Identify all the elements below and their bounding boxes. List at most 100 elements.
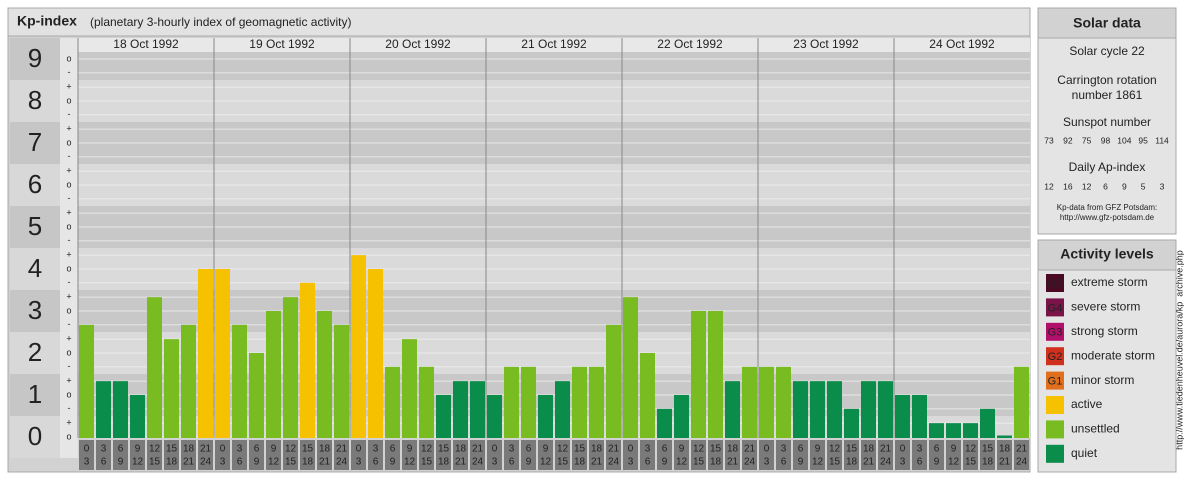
daily-value: 73 xyxy=(1044,135,1054,145)
daily-value: 98 xyxy=(1101,135,1111,145)
hour-start-label: 3 xyxy=(101,444,107,455)
watermark: http://www.tiedenheuvel.de/aurora/kp_arc… xyxy=(1174,250,1184,450)
bar xyxy=(1014,366,1029,438)
hour-box xyxy=(402,440,417,470)
hour-end-label: 6 xyxy=(237,457,243,468)
hour-box xyxy=(895,440,910,470)
day-label: 18 Oct 1992 xyxy=(113,37,179,51)
hour-box xyxy=(776,440,791,470)
hour-start-label: 12 xyxy=(557,444,569,455)
hour-start-label: 15 xyxy=(574,444,586,455)
hour-end-label: 6 xyxy=(509,457,515,468)
hour-start-label: 0 xyxy=(220,444,226,455)
hour-box xyxy=(1014,440,1029,470)
minor-tick-label: o xyxy=(66,53,71,63)
bar xyxy=(164,339,179,438)
hour-box xyxy=(793,440,808,470)
hour-end-label: 12 xyxy=(676,457,688,468)
legend-label: moderate storm xyxy=(1071,348,1155,362)
hour-end-label: 12 xyxy=(948,457,960,468)
bar xyxy=(674,395,689,438)
minor-tick-label: o xyxy=(66,221,71,231)
minor-tick-label: + xyxy=(66,292,71,302)
hour-box xyxy=(844,440,859,470)
bar xyxy=(827,381,842,438)
hour-end-label: 15 xyxy=(285,457,297,468)
legend-label: extreme storm xyxy=(1071,275,1148,289)
bar xyxy=(844,408,859,438)
hour-box xyxy=(453,440,468,470)
minor-tick-label: o xyxy=(66,95,71,105)
hour-box xyxy=(368,440,383,470)
hour-box xyxy=(657,440,672,470)
bar xyxy=(793,381,808,438)
hour-start-label: 15 xyxy=(846,444,858,455)
hour-end-label: 15 xyxy=(829,457,841,468)
hour-box xyxy=(351,440,366,470)
hour-end-label: 6 xyxy=(101,457,107,468)
legend-swatch xyxy=(1046,347,1064,366)
hour-box xyxy=(198,440,213,470)
hour-end-label: 18 xyxy=(302,457,314,468)
hour-start-label: 15 xyxy=(302,444,314,455)
hour-box xyxy=(317,440,332,470)
hour-box xyxy=(164,440,179,470)
hour-box xyxy=(623,440,638,470)
hour-box xyxy=(963,440,978,470)
grid-band xyxy=(78,416,1030,438)
hour-box xyxy=(419,440,434,470)
bar xyxy=(589,366,604,438)
hour-end-label: 6 xyxy=(781,457,787,468)
hour-start-label: 18 xyxy=(591,444,603,455)
hour-start-label: 18 xyxy=(999,444,1011,455)
hour-start-label: 12 xyxy=(693,444,705,455)
minor-tick-label: o xyxy=(66,389,71,399)
source-note: Kp-data from GFZ Potsdam: xyxy=(1057,203,1157,212)
digit-band xyxy=(10,206,60,248)
y-tick-label: 2 xyxy=(28,337,42,367)
legend-code: G5 xyxy=(1048,278,1063,290)
hour-box xyxy=(878,440,893,470)
day-label: 21 Oct 1992 xyxy=(521,37,587,51)
hour-box xyxy=(708,440,723,470)
bar xyxy=(283,297,298,438)
hour-box xyxy=(827,440,842,470)
hour-box xyxy=(555,440,570,470)
hour-start-label: 0 xyxy=(356,444,362,455)
legend-label: active xyxy=(1071,397,1103,411)
hour-start-label: 18 xyxy=(319,444,331,455)
daily-value: 12 xyxy=(1044,181,1054,191)
bar xyxy=(861,381,876,438)
daily-value: 104 xyxy=(1117,135,1131,145)
day-header-row xyxy=(78,38,1030,52)
bar xyxy=(487,395,502,438)
bar xyxy=(249,353,264,438)
hour-box xyxy=(266,440,281,470)
hour-end-label: 15 xyxy=(965,457,977,468)
minor-tick-label: - xyxy=(68,277,71,287)
hour-start-label: 12 xyxy=(965,444,977,455)
bar xyxy=(640,353,655,438)
hour-end-label: 21 xyxy=(455,457,467,468)
minor-tick-label: + xyxy=(66,124,71,134)
hour-end-label: 24 xyxy=(1016,457,1028,468)
bar xyxy=(79,324,94,438)
hour-end-label: 9 xyxy=(798,457,804,468)
hour-end-label: 18 xyxy=(438,457,450,468)
hour-end-label: 24 xyxy=(880,457,892,468)
hour-box xyxy=(470,440,485,470)
hour-end-label: 21 xyxy=(727,457,739,468)
legend-label: quiet xyxy=(1071,446,1098,460)
minor-tick-label: - xyxy=(68,67,71,77)
hour-start-label: 6 xyxy=(254,444,260,455)
daily-value: 12 xyxy=(1082,181,1092,191)
bar xyxy=(623,297,638,438)
hour-end-label: 9 xyxy=(526,457,532,468)
y-tick-label: 4 xyxy=(28,253,42,283)
daily-value: 16 xyxy=(1063,181,1073,191)
bar xyxy=(436,395,451,438)
legend-label: unsettled xyxy=(1071,422,1120,436)
hour-end-label: 18 xyxy=(710,457,722,468)
hour-end-label: 21 xyxy=(863,457,875,468)
